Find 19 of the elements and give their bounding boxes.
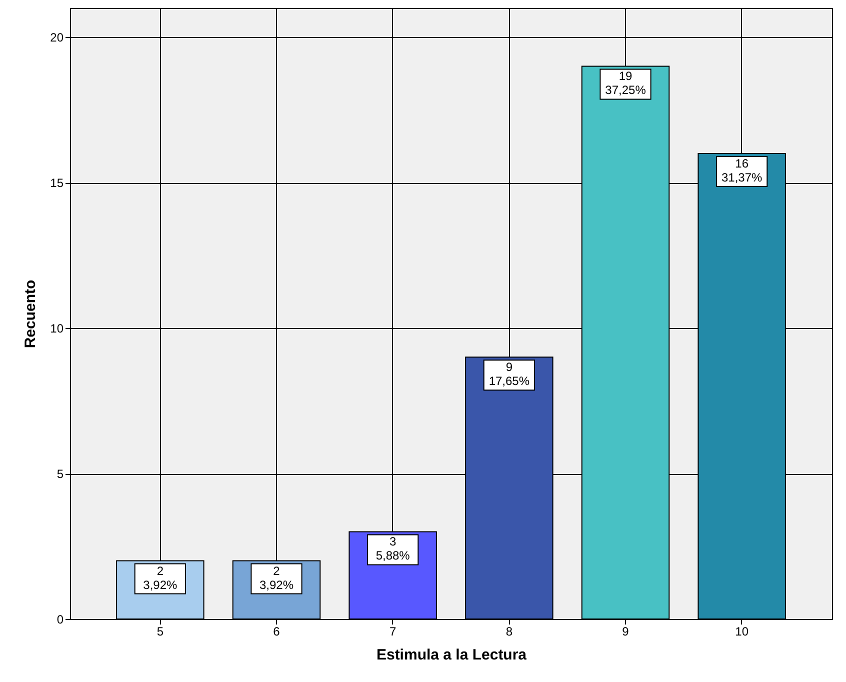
y-tick-label: 5 xyxy=(56,467,64,482)
data-label: 2 3,92% xyxy=(259,564,294,592)
y-tick-label: 15 xyxy=(50,176,64,190)
data-label: 9 17,65% xyxy=(488,360,530,388)
y-tick-label: 10 xyxy=(50,322,64,336)
x-tick-label: 8 xyxy=(506,624,513,638)
data-label: 16 31,37% xyxy=(721,156,763,184)
x-tick-label: 6 xyxy=(273,624,280,638)
x-tick-label: 9 xyxy=(622,624,630,638)
x-tick-label: 7 xyxy=(389,624,396,638)
x-tick-label: 5 xyxy=(156,624,164,638)
x-tick-label: 10 xyxy=(735,624,749,638)
y-tick-label: 20 xyxy=(50,30,64,45)
y-axis-title: Recuento xyxy=(22,280,40,348)
data-label: 2 3,92% xyxy=(143,564,178,592)
y-tick-label: 0 xyxy=(56,612,64,626)
data-label: 19 37,25% xyxy=(605,69,646,98)
x-axis-title: Estimula a la Lectura xyxy=(376,646,528,664)
data-label: 3 5,88% xyxy=(376,534,410,563)
